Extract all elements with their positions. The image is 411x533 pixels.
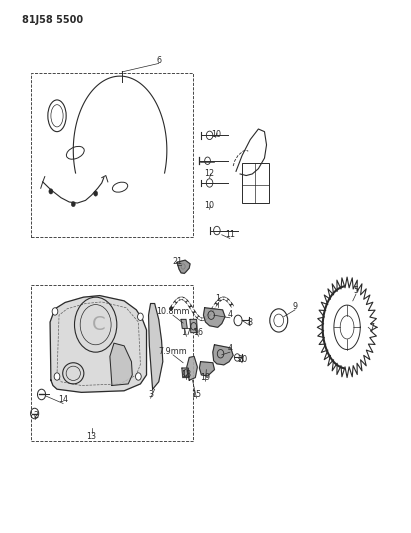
Polygon shape bbox=[213, 345, 233, 365]
Text: 10: 10 bbox=[211, 130, 221, 139]
Circle shape bbox=[94, 191, 98, 196]
Text: 3: 3 bbox=[148, 390, 153, 399]
Polygon shape bbox=[182, 368, 189, 377]
Text: 4: 4 bbox=[227, 310, 232, 319]
Polygon shape bbox=[110, 343, 132, 385]
Text: C: C bbox=[92, 315, 106, 334]
Text: 5: 5 bbox=[353, 286, 358, 295]
Text: 17: 17 bbox=[181, 328, 192, 337]
Text: 10.8mm: 10.8mm bbox=[156, 307, 190, 316]
Text: 15: 15 bbox=[192, 390, 202, 399]
Polygon shape bbox=[187, 357, 197, 380]
Polygon shape bbox=[334, 305, 360, 350]
Text: 11: 11 bbox=[225, 230, 235, 239]
Text: 20: 20 bbox=[237, 354, 247, 364]
Text: 14: 14 bbox=[58, 395, 68, 404]
Text: 81J58 5500: 81J58 5500 bbox=[23, 15, 83, 25]
Text: 8: 8 bbox=[248, 318, 253, 327]
Circle shape bbox=[270, 309, 288, 332]
Polygon shape bbox=[50, 296, 146, 392]
Text: 4: 4 bbox=[227, 344, 232, 353]
Polygon shape bbox=[199, 362, 215, 376]
Text: 7.9mm: 7.9mm bbox=[159, 346, 187, 356]
Text: 1: 1 bbox=[215, 294, 220, 303]
Polygon shape bbox=[190, 319, 197, 333]
Bar bbox=[30, 74, 193, 237]
Bar bbox=[30, 285, 193, 441]
Polygon shape bbox=[317, 277, 377, 377]
Circle shape bbox=[136, 373, 141, 380]
Circle shape bbox=[49, 189, 53, 194]
Circle shape bbox=[71, 201, 75, 207]
Text: 7: 7 bbox=[370, 323, 375, 332]
Text: 10: 10 bbox=[205, 201, 215, 210]
Text: 13: 13 bbox=[87, 432, 97, 441]
Polygon shape bbox=[203, 308, 225, 327]
Text: 9: 9 bbox=[293, 302, 298, 311]
Polygon shape bbox=[148, 303, 163, 389]
Polygon shape bbox=[181, 319, 187, 328]
Polygon shape bbox=[177, 260, 190, 273]
Text: 18: 18 bbox=[181, 370, 191, 379]
Circle shape bbox=[138, 313, 143, 320]
Text: 19: 19 bbox=[201, 373, 210, 382]
Circle shape bbox=[52, 308, 58, 315]
Circle shape bbox=[54, 373, 60, 380]
Text: 6: 6 bbox=[156, 56, 161, 64]
Text: 2: 2 bbox=[33, 411, 38, 420]
Text: 16: 16 bbox=[194, 328, 203, 337]
Text: 21: 21 bbox=[172, 257, 182, 266]
Text: 12: 12 bbox=[205, 169, 215, 179]
Bar bbox=[242, 164, 268, 203]
